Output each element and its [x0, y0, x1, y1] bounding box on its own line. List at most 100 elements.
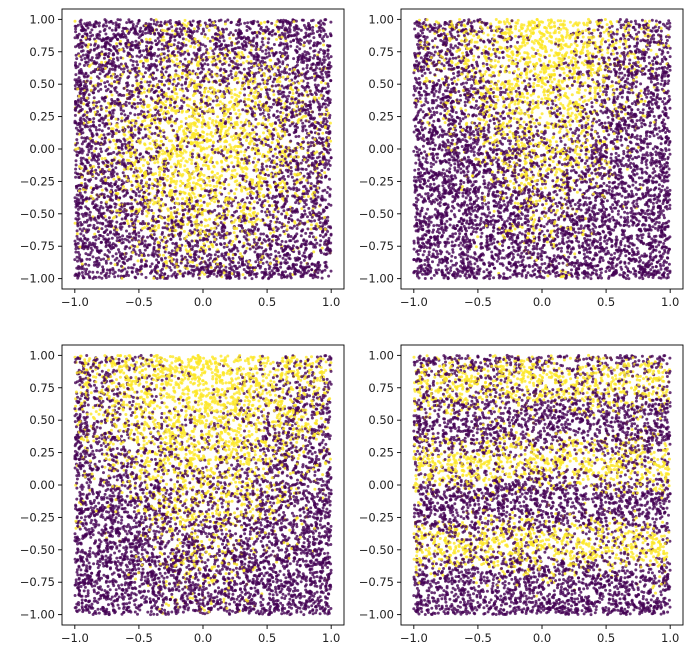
scatter-point	[98, 24, 101, 27]
subplot-top-left: −1.0 −0.5 0.0 0.5 1.0−1.00−0.75−0.50−0.250.0…	[20, 9, 344, 309]
scatter-point	[170, 166, 173, 169]
scatter-point	[245, 139, 248, 142]
scatter-point	[171, 249, 174, 252]
scatter-point	[85, 258, 88, 261]
scatter-point	[100, 79, 103, 82]
scatter-point	[97, 256, 100, 259]
scatter-point	[224, 169, 227, 172]
scatter-point	[233, 192, 236, 195]
scatter-point	[175, 180, 178, 183]
scatter-point	[169, 104, 172, 107]
scatter-point	[205, 219, 208, 222]
scatter-point	[154, 114, 157, 117]
scatter-point	[208, 218, 211, 221]
scatter-point	[180, 120, 183, 123]
scatter-point	[104, 33, 107, 36]
scatter-point	[130, 180, 133, 183]
scatter-point	[300, 261, 303, 264]
scatter-point	[253, 131, 256, 134]
scatter-point	[108, 27, 111, 30]
scatter-point	[136, 63, 139, 66]
scatter-point	[243, 88, 246, 91]
scatter-point	[267, 52, 270, 55]
scatter-point	[228, 57, 231, 60]
scatter-point	[290, 214, 293, 217]
scatter-point	[213, 235, 216, 238]
scatter-point	[241, 108, 244, 111]
scatter-point	[300, 105, 303, 108]
scatter-point	[184, 19, 187, 22]
scatter-point	[258, 100, 261, 103]
scatter-point	[81, 142, 84, 145]
scatter-point	[101, 189, 104, 192]
scatter-point	[171, 29, 174, 32]
scatter-point	[157, 197, 160, 200]
scatter-point	[131, 55, 134, 58]
scatter-point	[139, 27, 142, 30]
scatter-point	[252, 161, 255, 164]
scatter-point	[267, 41, 270, 44]
scatter-point	[199, 91, 202, 94]
scatter-point	[108, 216, 111, 219]
scatter-point	[179, 238, 182, 241]
scatter-point	[266, 168, 269, 171]
scatter-point	[233, 127, 236, 130]
scatter-point	[240, 200, 243, 203]
scatter-point	[233, 231, 236, 234]
scatter-point	[251, 140, 254, 143]
scatter-point	[250, 137, 253, 140]
scatter-point	[174, 69, 177, 72]
scatter-point	[318, 152, 321, 155]
scatter-point	[254, 260, 257, 263]
scatter-point	[304, 232, 307, 235]
scatter-point	[188, 115, 191, 118]
scatter-point	[174, 92, 177, 95]
scatter-point	[102, 23, 105, 26]
scatter-point	[115, 45, 118, 48]
scatter-point	[329, 140, 332, 143]
scatter-point	[140, 273, 143, 276]
scatter-point	[290, 170, 293, 173]
scatter-point	[127, 222, 130, 225]
scatter-point	[253, 200, 256, 203]
scatter-point	[255, 133, 258, 136]
scatter-point	[289, 155, 292, 158]
scatter-point	[167, 87, 170, 90]
scatter-point	[206, 99, 209, 102]
scatter-point	[198, 277, 201, 280]
scatter-point	[264, 268, 267, 271]
scatter-point	[278, 34, 281, 37]
scatter-point	[255, 236, 258, 239]
scatter-point	[293, 225, 296, 228]
scatter-point	[98, 128, 101, 131]
scatter-point	[271, 204, 274, 207]
scatter-point	[302, 44, 305, 47]
scatter-point	[246, 242, 249, 245]
scatter-point	[217, 205, 220, 208]
scatter-point	[276, 229, 279, 232]
scatter-point	[299, 182, 302, 185]
scatter-point	[270, 22, 273, 25]
scatter-point	[142, 164, 145, 167]
scatter-point	[170, 207, 173, 210]
scatter-point	[275, 163, 278, 166]
scatter-point	[247, 146, 250, 149]
scatter-point	[327, 168, 330, 171]
scatter-point	[317, 84, 320, 87]
scatter-point	[131, 184, 134, 187]
scatter-point	[123, 168, 126, 171]
scatter-point	[234, 29, 237, 32]
scatter-point	[155, 77, 158, 80]
scatter-point	[129, 112, 132, 115]
scatter-point	[243, 154, 246, 157]
scatter-point	[287, 175, 290, 178]
scatter-point	[200, 106, 203, 109]
scatter-point	[107, 176, 110, 179]
scatter-point	[216, 162, 219, 165]
scatter-point	[271, 137, 274, 140]
scatter-point	[253, 207, 256, 210]
scatter-point	[319, 42, 322, 45]
scatter-point	[213, 273, 216, 276]
scatter-point	[310, 182, 313, 185]
scatter-point	[186, 145, 189, 148]
